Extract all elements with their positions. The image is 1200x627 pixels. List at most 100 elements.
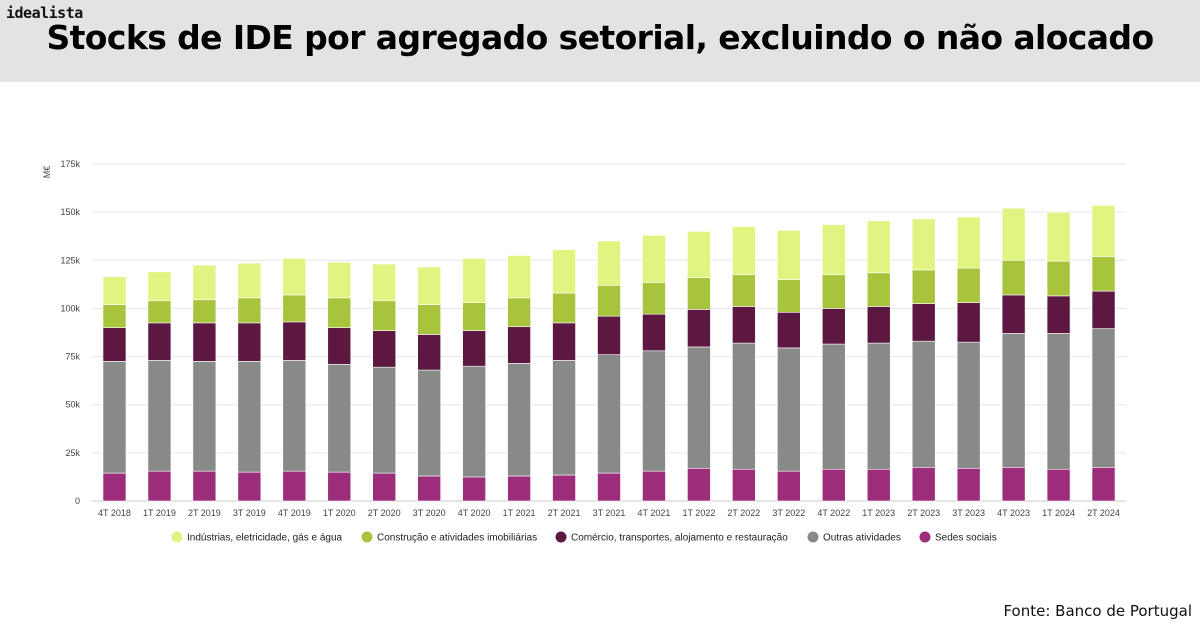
bar-segment (956, 302, 981, 343)
bar-segment (956, 341, 981, 469)
x-tick-label: 3T 2021 (593, 508, 626, 518)
bar-segment (327, 297, 352, 328)
bar-segment (821, 274, 846, 309)
bar-segment (417, 369, 441, 477)
bar-segment (372, 330, 397, 368)
bar-segment (282, 321, 307, 361)
bar-segment (462, 302, 486, 331)
bar-segment (956, 267, 981, 303)
x-tick-label: 2T 2021 (548, 508, 581, 518)
bar-segment (417, 304, 441, 335)
bar-segment (417, 266, 441, 305)
bar-segment (687, 231, 711, 278)
bar-segment (462, 258, 486, 303)
bar-segment (687, 346, 711, 469)
legend-label: Sedes sociais (935, 533, 997, 544)
bar-segment (597, 472, 621, 502)
bar-segment (777, 347, 801, 472)
bar-segment (732, 342, 756, 470)
bar-segment (1046, 211, 1071, 262)
x-tick-label: 3T 2019 (233, 508, 266, 518)
y-tick-label: 125k (60, 255, 80, 265)
bar-segment (327, 327, 352, 365)
bar-segment (1001, 259, 1026, 296)
x-tick-label: 4T 2021 (638, 508, 671, 518)
legend-label: Comércio, transportes, alojamento e rest… (571, 533, 788, 544)
bar-segment (1091, 466, 1116, 502)
bar-segment (1091, 205, 1116, 257)
bar-segment (1091, 256, 1116, 292)
legend-marker (171, 531, 183, 543)
brand-logo: idealista (6, 4, 83, 22)
x-tick-label: 4T 2023 (997, 508, 1030, 518)
bar-segment (821, 343, 846, 470)
bar-segment (372, 472, 397, 502)
bar-segment (911, 303, 936, 342)
bar-segment (642, 470, 666, 502)
bar-segment (911, 466, 936, 502)
bar-segment (147, 300, 172, 324)
y-tick-label: 75k (65, 352, 80, 362)
bar-segment (192, 361, 217, 472)
x-tick-label: 1T 2019 (143, 508, 176, 518)
bar-segment (777, 311, 801, 349)
x-tick-label: 1T 2022 (682, 508, 715, 518)
x-tick-label: 2T 2024 (1087, 508, 1120, 518)
bar-segment (1091, 290, 1116, 329)
bar-segment (866, 342, 891, 470)
bar-segment (507, 297, 531, 328)
x-tick-label: 2T 2023 (907, 508, 940, 518)
bar-segment (462, 476, 486, 502)
bar-segment (102, 276, 127, 305)
bar-segment (102, 361, 127, 474)
bar-segment (552, 322, 576, 361)
bar-segment (462, 330, 486, 367)
bar-segment (732, 468, 756, 502)
x-tick-label: 4T 2022 (817, 508, 850, 518)
bar-segment (192, 264, 217, 301)
bar-segment (821, 308, 846, 345)
bar-segment (552, 292, 576, 324)
bar-segment (552, 474, 576, 502)
x-tick-label: 1T 2024 (1042, 508, 1075, 518)
bar-segment (507, 255, 531, 299)
bar-segment (821, 468, 846, 502)
bar-segment (147, 470, 172, 502)
bar-segment (372, 300, 397, 331)
y-tick-label: 25k (65, 448, 80, 458)
y-tick-label: 175k (60, 159, 80, 169)
x-tick-label: 2T 2019 (188, 508, 221, 518)
bar-segment (192, 299, 217, 324)
x-tick-label: 4T 2019 (278, 508, 311, 518)
header-band: idealista Stocks de IDE por agregado set… (0, 0, 1200, 82)
bar-segment (911, 218, 936, 271)
x-tick-label: 3T 2022 (772, 508, 805, 518)
bar-segment (597, 240, 621, 286)
bar-segment (237, 262, 262, 299)
bar-segment (327, 471, 352, 502)
bar-segment (282, 294, 307, 323)
bar-segment (282, 258, 307, 296)
bar-segment (417, 334, 441, 371)
bar-segment (237, 297, 262, 324)
legend-label: Indústrias, eletricidade, gás e água (187, 533, 343, 544)
bar-segment (1091, 328, 1116, 468)
bar-segment (237, 322, 262, 362)
bar-segment (911, 269, 936, 304)
bar-segment (462, 365, 486, 478)
x-tick-label: 3T 2020 (413, 508, 446, 518)
bar-segment (147, 360, 172, 472)
bar-segment (507, 326, 531, 364)
source-note: Fonte: Banco de Portugal (1003, 602, 1192, 620)
bar-segment (1001, 294, 1026, 334)
x-tick-label: 1T 2020 (323, 508, 356, 518)
bar-segment (642, 282, 666, 315)
y-tick-label: 0 (75, 496, 80, 506)
legend-marker (919, 531, 931, 543)
bar-segment (642, 350, 666, 472)
chart-title: Stocks de IDE por agregado setorial, exc… (46, 18, 1154, 57)
bar-segment (866, 468, 891, 502)
bar-segment (642, 234, 666, 283)
bar-segment (597, 315, 621, 355)
bar-segment (417, 475, 441, 502)
